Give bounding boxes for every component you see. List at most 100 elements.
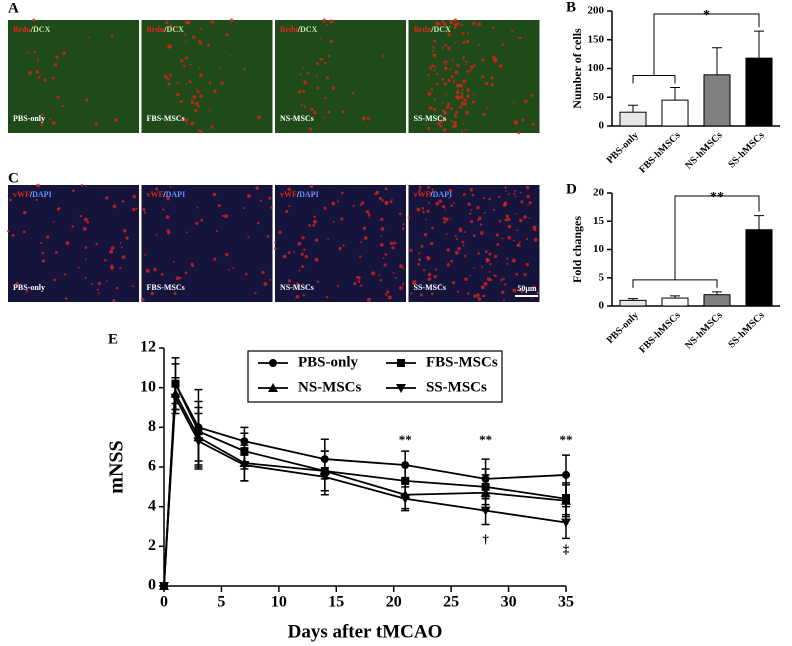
speckle	[176, 25, 179, 28]
speckle	[506, 257, 509, 260]
speckle	[423, 269, 426, 272]
speckle	[169, 24, 173, 28]
speckle	[441, 77, 445, 81]
stain-part: vWF	[280, 190, 297, 199]
stain-part: vWF	[13, 190, 30, 199]
speckle	[382, 54, 385, 58]
speckle	[429, 192, 432, 195]
micrograph	[275, 20, 406, 133]
speckle	[451, 281, 456, 285]
speckle	[504, 218, 508, 222]
speckle	[399, 264, 403, 268]
speckle	[452, 58, 454, 61]
speckle	[300, 252, 304, 256]
speckle	[435, 201, 440, 206]
speckle	[498, 219, 502, 223]
speckle	[462, 55, 465, 58]
speckle	[167, 82, 171, 86]
speckle	[507, 224, 512, 229]
speckle	[442, 117, 447, 122]
speckle	[94, 122, 98, 126]
micrograph	[8, 20, 139, 133]
speckle	[62, 51, 67, 56]
speckle	[431, 188, 434, 191]
speckle	[314, 257, 319, 262]
speckle	[444, 217, 449, 222]
speckle	[269, 278, 272, 281]
speckle	[299, 73, 302, 76]
speckle	[476, 293, 480, 298]
marker	[319, 472, 330, 482]
panel-label: A	[8, 0, 19, 16]
speckle	[169, 185, 172, 188]
speckle	[195, 87, 198, 90]
speckle	[424, 218, 427, 221]
group-label: FBS-MSCs	[147, 283, 185, 292]
speckle	[312, 219, 317, 224]
speckle	[353, 281, 357, 286]
speckle	[536, 291, 540, 295]
speckle	[513, 192, 516, 195]
speckles	[273, 184, 405, 302]
marker	[269, 359, 277, 367]
speckle	[482, 294, 486, 298]
micrograph	[8, 185, 139, 302]
speckle	[439, 283, 442, 286]
speckle	[507, 235, 512, 240]
speckles	[297, 18, 385, 131]
speckle	[460, 92, 464, 95]
speckle	[430, 64, 434, 67]
speckle	[478, 216, 482, 221]
speckle	[176, 92, 180, 97]
speckle	[199, 94, 203, 98]
speckle	[486, 261, 488, 263]
speckle	[409, 248, 413, 252]
speckle	[444, 44, 448, 47]
speckle	[493, 208, 496, 211]
speckle	[471, 193, 475, 197]
speckle	[519, 218, 523, 223]
y-tick-label: 2	[148, 537, 156, 554]
speckle	[463, 98, 467, 102]
speckle	[86, 220, 90, 224]
speckle	[190, 121, 195, 126]
speckle	[206, 43, 210, 47]
speckle	[185, 82, 188, 85]
marker	[562, 470, 570, 479]
stain-part: DCX	[300, 25, 318, 34]
speckle	[469, 69, 472, 72]
speckle	[436, 21, 441, 26]
speckle	[301, 264, 305, 269]
speckle	[379, 242, 384, 247]
speckle	[79, 214, 83, 218]
speckle	[427, 185, 430, 189]
speckle	[191, 101, 195, 105]
speckle	[359, 255, 362, 258]
speckle	[488, 252, 492, 256]
series-line	[163, 394, 567, 587]
x-tick-label: NS-hMSCs	[683, 310, 725, 352]
micrograph	[408, 20, 540, 133]
speckles	[427, 18, 535, 135]
speckle	[247, 236, 250, 239]
speckle	[454, 114, 458, 118]
speckle	[402, 227, 405, 230]
x-tick-label: 30	[501, 594, 517, 611]
stain-label: Brdu/DCX	[147, 25, 185, 34]
speckle	[37, 76, 41, 79]
speckle	[479, 223, 483, 226]
speckle	[486, 106, 489, 109]
speckle	[314, 238, 319, 242]
speckle	[430, 241, 434, 246]
speckle	[443, 66, 448, 71]
speckle	[309, 184, 314, 189]
speckle	[462, 57, 465, 60]
stain-part: Brdu	[280, 25, 298, 34]
y-tick-label: 100	[588, 62, 605, 74]
speckle	[220, 81, 224, 85]
speckle	[505, 190, 507, 192]
speckle	[521, 118, 525, 122]
speckle	[465, 39, 470, 44]
speckle	[452, 202, 455, 205]
series-line	[163, 380, 567, 587]
